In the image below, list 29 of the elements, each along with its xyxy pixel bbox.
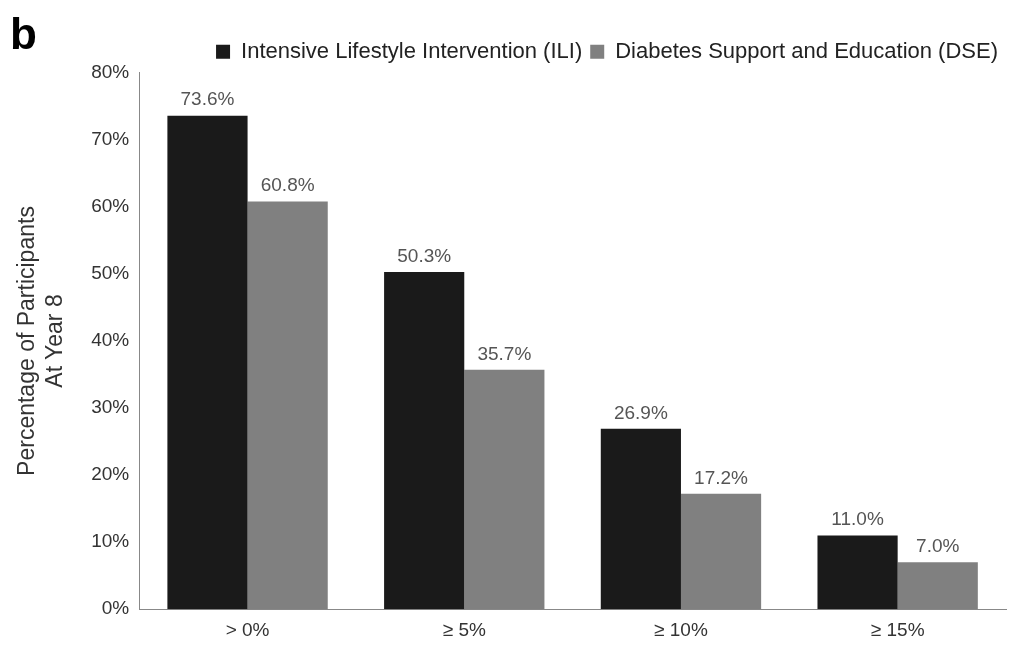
y-tick-label: 70% bbox=[91, 128, 130, 150]
legend-label: Diabetes Support and Education (DSE) bbox=[615, 37, 998, 63]
y-tick-label: 80% bbox=[91, 61, 130, 83]
x-tick-label: ≥ 10% bbox=[654, 618, 708, 640]
data-label: 11.0% bbox=[831, 508, 884, 530]
x-tick-label: ≥ 5% bbox=[442, 618, 486, 640]
data-label: 50.3% bbox=[397, 244, 452, 266]
bar bbox=[817, 535, 898, 610]
y-tick-label: 60% bbox=[91, 195, 130, 217]
data-label: 26.9% bbox=[613, 401, 668, 423]
x-tick-label: > 0% bbox=[225, 618, 270, 640]
y-axis-title: Percentage of Participants At Year 8 bbox=[13, 206, 67, 476]
bar bbox=[167, 115, 248, 610]
y-tick-label: 20% bbox=[91, 463, 130, 485]
bar bbox=[600, 428, 681, 610]
y-tick-label: 50% bbox=[91, 262, 130, 284]
chart-title: b bbox=[10, 8, 37, 58]
y-tick-label: 10% bbox=[91, 530, 130, 552]
data-label: 7.0% bbox=[916, 535, 960, 556]
data-label: 35.7% bbox=[477, 342, 532, 364]
y-tick-label: 0% bbox=[101, 597, 130, 619]
bar bbox=[384, 271, 465, 610]
x-tick-label: ≥ 15% bbox=[870, 618, 925, 640]
data-label: 17.2% bbox=[694, 466, 749, 488]
y-tick-label: 30% bbox=[91, 396, 130, 418]
data-label: 73.6% bbox=[180, 88, 235, 110]
y-tick-label: 40% bbox=[91, 329, 130, 351]
data-label: 60.8% bbox=[260, 174, 315, 196]
legend-label: Intensive Lifestyle Intervention (ILI) bbox=[241, 37, 583, 63]
